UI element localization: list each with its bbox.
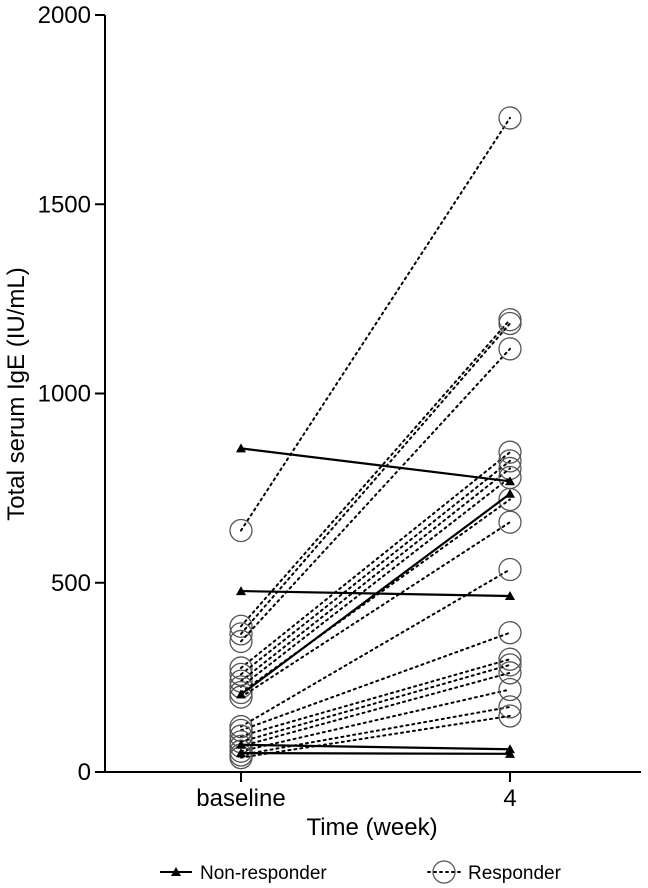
non-responder-line xyxy=(240,751,511,755)
responder-line xyxy=(240,347,511,643)
x-tick-label: 4 xyxy=(503,785,516,812)
responder-point xyxy=(498,661,522,685)
non-responder-point xyxy=(505,744,515,754)
non-responder-point xyxy=(236,689,246,699)
responder-line xyxy=(240,521,511,699)
responder-point xyxy=(229,662,253,686)
responder-series-21 xyxy=(229,695,522,767)
responder-point xyxy=(229,685,253,709)
responder-series-7 xyxy=(229,311,522,646)
responder-point xyxy=(498,647,522,671)
axes xyxy=(104,15,641,773)
non-responder-point xyxy=(236,739,246,749)
responder-point xyxy=(498,449,522,473)
responder-line xyxy=(240,318,511,628)
legend-circle-marker xyxy=(432,860,456,884)
responder-series-22 xyxy=(229,704,522,770)
responder-line xyxy=(240,705,511,756)
x-ticks: baseline 4 xyxy=(196,772,517,812)
responder-line xyxy=(240,671,511,748)
non-responder-point xyxy=(505,590,515,600)
non-responder-point xyxy=(236,748,246,758)
responder-line xyxy=(240,688,511,753)
responder-series-10 xyxy=(229,449,522,686)
y-tick-label: 1500 xyxy=(38,191,91,218)
legend-label: Non-responder xyxy=(200,863,327,884)
responder-series-11 xyxy=(229,456,522,693)
responder-series-6 xyxy=(229,308,522,638)
y-ticks: 0 500 1000 1500 2000 xyxy=(38,2,105,786)
non-responder-point xyxy=(236,443,246,453)
responder-point xyxy=(229,629,253,654)
plot-area xyxy=(229,106,522,770)
legend-triangle-marker xyxy=(171,867,181,876)
x-tick-label: baseline xyxy=(196,785,285,812)
responder-point xyxy=(498,510,522,534)
non-responder-line xyxy=(240,743,511,751)
responder-point xyxy=(498,106,522,130)
non-responder-point xyxy=(505,748,515,758)
non-responder-point xyxy=(236,586,246,596)
x-axis-label: Time (week) xyxy=(306,814,437,841)
y-axis-label: Total serum IgE (IU/mL) xyxy=(3,267,30,520)
responder-point xyxy=(498,487,522,512)
legend-item-responder: Responder xyxy=(427,860,562,884)
responder-line xyxy=(240,116,511,532)
non-responder-series-0 xyxy=(236,443,515,486)
non-responder-line xyxy=(240,447,511,483)
responder-point xyxy=(498,621,522,645)
legend-item-non-responder: Non-responder xyxy=(160,863,327,884)
non-responder-series-2 xyxy=(236,488,515,699)
non-responder-series-4 xyxy=(236,748,515,758)
y-tick-label: 0 xyxy=(78,759,91,786)
responder-point xyxy=(498,557,522,582)
responder-line xyxy=(240,467,511,683)
responder-point xyxy=(498,440,522,464)
responder-series-5 xyxy=(229,106,522,543)
non-responder-point xyxy=(505,488,515,498)
responder-point xyxy=(229,518,253,543)
y-tick-label: 2000 xyxy=(38,2,91,29)
legend: Non-responder Responder xyxy=(160,860,562,884)
responder-point xyxy=(229,622,253,646)
responder-point xyxy=(498,653,522,677)
responder-point xyxy=(498,311,522,336)
responder-line xyxy=(240,459,511,676)
responder-series-14 xyxy=(229,510,522,709)
responder-point xyxy=(498,337,522,361)
responder-line xyxy=(240,322,511,635)
responder-line xyxy=(240,663,511,743)
y-tick-label: 1000 xyxy=(38,381,91,408)
non-responder-line xyxy=(240,492,511,696)
responder-point xyxy=(229,680,253,705)
non-responder-point xyxy=(505,476,515,486)
responder-line xyxy=(240,476,511,688)
responder-point xyxy=(498,704,522,728)
non-responder-series-3 xyxy=(236,739,515,754)
responder-line xyxy=(240,451,511,669)
responder-point xyxy=(498,677,522,702)
legend-label: Responder xyxy=(468,863,562,884)
y-tick-label: 500 xyxy=(51,570,91,597)
responder-point xyxy=(498,695,522,719)
responder-line xyxy=(240,631,511,732)
responder-series-12 xyxy=(229,465,522,699)
responder-series-9 xyxy=(229,440,522,680)
responder-line xyxy=(240,714,511,759)
responder-point xyxy=(229,614,253,638)
responder-point xyxy=(229,656,253,680)
responder-line xyxy=(240,658,511,738)
